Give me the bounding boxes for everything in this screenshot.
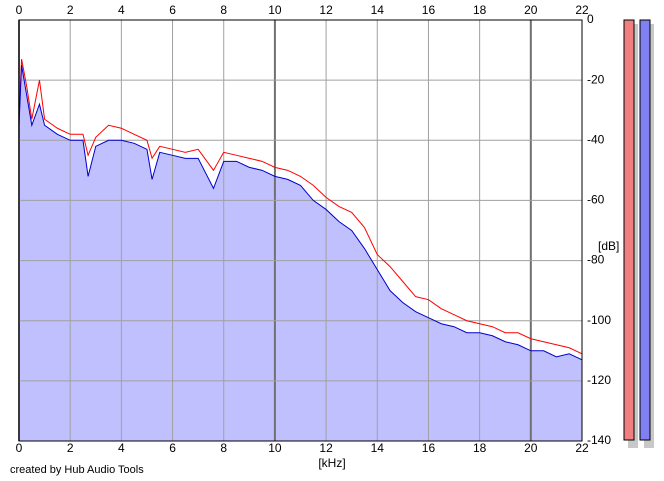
y-tick-label: -140 <box>587 433 611 447</box>
credit: created by Hub Audio Tools <box>10 464 144 476</box>
plot-border <box>18 19 583 442</box>
x-tick-label-top: 14 <box>371 3 385 17</box>
series-line <box>18 65 583 361</box>
x-tick-label-top: 8 <box>220 3 227 17</box>
x-tick-label-top: 16 <box>422 3 436 17</box>
x-tick-label-bottom: 0 <box>16 441 23 455</box>
x-tick-label-bottom: 10 <box>268 441 282 455</box>
x-tick-label-top: 18 <box>473 3 487 17</box>
x-tick-label-top: 20 <box>524 3 538 17</box>
y-tick-label: 0 <box>587 12 594 26</box>
x-tick-label-top: 12 <box>319 3 333 17</box>
x-tick-label-top: 22 <box>575 3 589 17</box>
meter-left <box>623 19 635 441</box>
x-tick-label-bottom: 20 <box>524 441 538 455</box>
meter-right <box>639 19 651 441</box>
y-tick-label: -100 <box>587 313 611 327</box>
series-line <box>18 58 583 355</box>
x-tick-label-bottom: 2 <box>67 441 74 455</box>
x-tick-label-bottom: 18 <box>473 441 487 455</box>
y-tick-label: -120 <box>587 373 611 387</box>
y-axis-label: [dB] <box>598 239 619 253</box>
x-tick-label-top: 4 <box>118 3 125 17</box>
x-tick-label-bottom: 22 <box>575 441 589 455</box>
x-axis-label: [kHz] <box>318 456 345 470</box>
x-tick-label-top: 0 <box>16 3 23 17</box>
x-tick-label-bottom: 16 <box>422 441 436 455</box>
area <box>19 65 582 441</box>
y-tick-label: -60 <box>587 193 605 207</box>
x-tick-label-bottom: 6 <box>169 441 176 455</box>
x-tick-label-bottom: 14 <box>371 441 385 455</box>
plot: 002244668810101212141416161818202022220-… <box>16 3 612 455</box>
x-tick-label-bottom: 8 <box>220 441 227 455</box>
x-tick-label-bottom: 4 <box>118 441 125 455</box>
x-tick-label-top: 10 <box>268 3 282 17</box>
y-tick-label: -40 <box>587 132 605 146</box>
y-tick-label: -20 <box>587 72 605 86</box>
y-tick-label: -80 <box>587 253 605 267</box>
x-tick-label-top: 2 <box>67 3 74 17</box>
x-tick-label-top: 6 <box>169 3 176 17</box>
x-tick-label-bottom: 12 <box>319 441 333 455</box>
